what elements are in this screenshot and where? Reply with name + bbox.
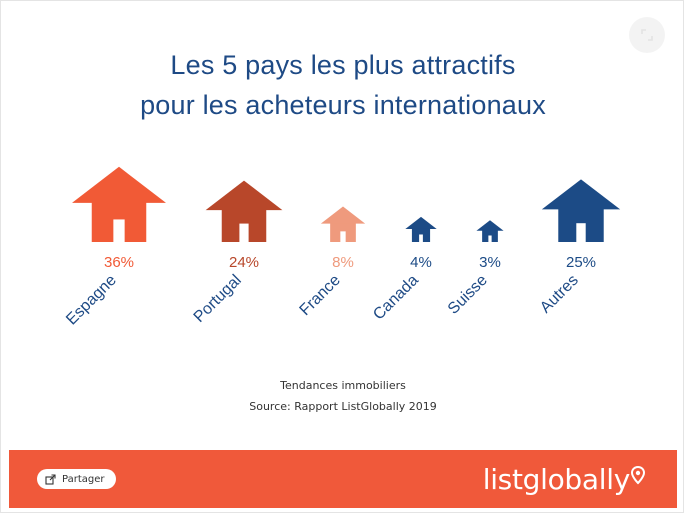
share-label: Partager — [62, 473, 105, 485]
house-mark-france — [320, 206, 366, 242]
source-line-2: Source: Rapport ListGlobally 2019 — [249, 400, 437, 413]
house-roof — [205, 180, 283, 211]
title-line-1: Les 5 pays les plus attractifs — [170, 50, 516, 80]
house-roof — [405, 216, 437, 229]
house-roof — [541, 179, 621, 210]
category-label-suisse: Suisse — [445, 272, 491, 318]
chart-source: Tendances immobiliers Source: Rapport Li… — [1, 375, 684, 417]
category-label-france: France — [297, 272, 344, 319]
source-line-1: Tendances immobiliers — [280, 379, 406, 392]
house-door — [239, 223, 249, 242]
house-door — [576, 223, 586, 242]
value-label-espagne: 36% — [104, 254, 134, 271]
value-label-autres: 25% — [566, 254, 596, 271]
category-label-espagne: Espagne — [63, 272, 120, 329]
house-roof — [320, 206, 366, 224]
house-door — [113, 219, 125, 242]
house-door — [419, 234, 423, 242]
value-label-portugal: 24% — [229, 254, 259, 271]
house-mark-autres — [541, 179, 621, 242]
category-label-autres: Autres — [537, 272, 582, 317]
brand-name: listglobally — [482, 462, 631, 496]
value-label-canada: 4% — [410, 254, 432, 271]
house-mark-canada — [405, 216, 437, 242]
house-door — [488, 235, 492, 242]
footer-bar: Partager listglobally — [9, 450, 677, 508]
value-label-suisse: 3% — [479, 254, 501, 271]
chart-title: Les 5 pays les plus attractifs pour les … — [1, 45, 684, 125]
location-pin-icon — [631, 466, 645, 485]
house-mark-espagne — [72, 166, 166, 242]
category-label-portugal: Portugal — [191, 272, 245, 326]
value-label-france: 8% — [332, 254, 354, 271]
house-roof — [476, 220, 504, 231]
title-line-2: pour les acheteurs internationaux — [140, 90, 546, 120]
category-label-canada: Canada — [370, 272, 422, 324]
house-roof — [72, 166, 166, 203]
house-mark-portugal — [205, 180, 283, 242]
brand-logo[interactable]: listglobally — [483, 459, 645, 499]
share-icon — [45, 473, 56, 485]
expand-icon[interactable] — [629, 17, 665, 53]
share-button[interactable]: Partager — [37, 469, 117, 489]
house-door — [340, 231, 346, 242]
house-mark-suisse — [476, 220, 504, 242]
pictogram-chart: 36%Espagne 24%Portugal 8%France 4%Canada 3%S… — [63, 166, 621, 329]
